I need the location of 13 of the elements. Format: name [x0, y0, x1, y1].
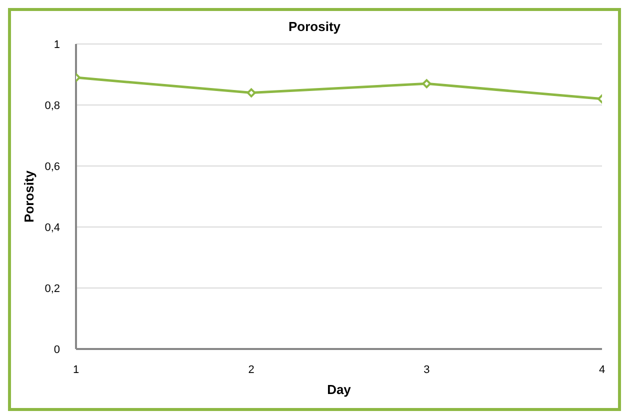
y-tick-label: 0,4: [44, 222, 60, 234]
x-tick-label: 1: [72, 364, 80, 376]
y-axis-title: Porosity: [22, 170, 37, 223]
y-tick-label: 0,6: [44, 160, 60, 173]
x-tick-label: 3: [424, 364, 430, 376]
y-tick-label: 0,2: [44, 282, 60, 295]
y-tick-label: 1: [54, 38, 60, 51]
chart-title: Porosity: [287, 19, 342, 34]
y-tick-label: 0,8: [44, 100, 60, 112]
x-tick-label: 2: [248, 364, 254, 376]
y-tick-label: 0: [54, 344, 60, 356]
x-axis-title: Day: [327, 382, 352, 397]
x-tick-label: 4: [598, 364, 606, 376]
